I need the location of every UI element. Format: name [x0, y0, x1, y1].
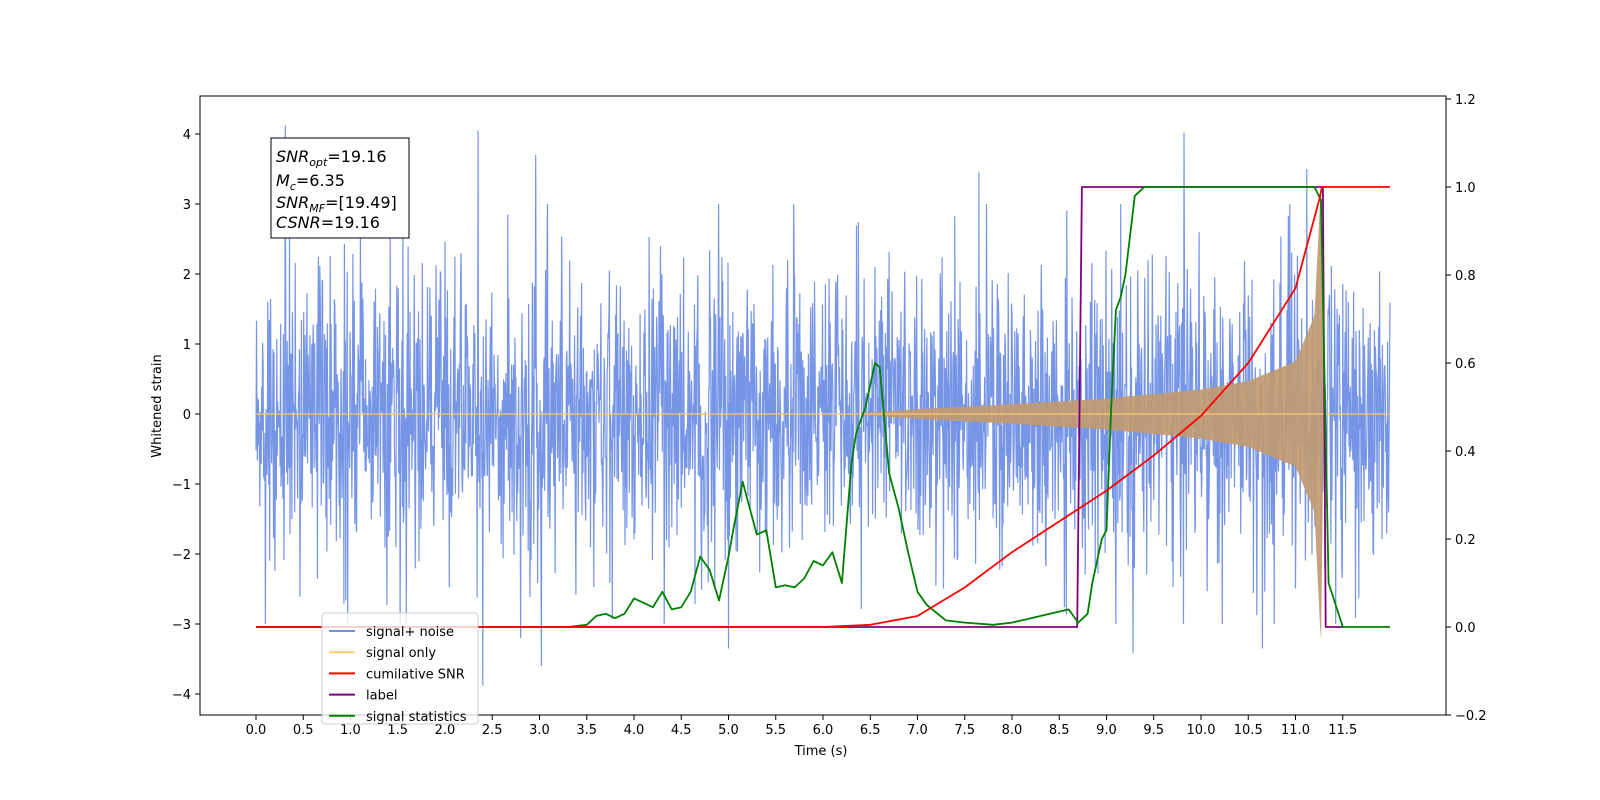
plot-area [255, 125, 1391, 686]
annotation-line-mc: Mc=6.35 [276, 171, 345, 193]
legend-label: signal+ noise [366, 625, 454, 640]
x-tick-label: 1.5 [387, 723, 408, 738]
legend-label: signal only [366, 646, 436, 661]
legend-frame [321, 612, 479, 725]
legend: signal+ noise signal only cumilative SNR la… [321, 612, 479, 725]
legend-label: label [366, 689, 397, 704]
x-axis-label: Time (s) [794, 744, 848, 759]
annotation-base: SNR [276, 193, 309, 212]
annotation-value: =19.16 [321, 213, 380, 232]
annotation-line-snr-mf: SNRMF=[19.49] [276, 193, 397, 215]
y-tick-label: 1 [183, 338, 191, 353]
y2-tick-label: 0.6 [1455, 357, 1476, 372]
y-tick-label: −1 [172, 478, 191, 493]
y-axis-label: Whitened strain [150, 354, 165, 457]
annotation-base: CSNR [276, 213, 321, 232]
y-tick-label: 0 [183, 408, 191, 423]
y2-tick-label: 0.8 [1455, 269, 1476, 284]
annotation-box: SNRopt=19.16 Mc=6.35 SNRMF=[19.49] CSNR=… [270, 137, 410, 239]
y2-tick-label: 1.0 [1455, 181, 1476, 196]
x-tick-label: 5.5 [765, 723, 786, 738]
x-tick-label: 8.5 [1049, 723, 1070, 738]
y2-tick-label: −0.2 [1455, 709, 1487, 724]
y2-tick-label: 0.0 [1455, 621, 1476, 636]
series-signal-plus-noise-line [255, 125, 1391, 686]
annotation-sub: MF [309, 202, 325, 215]
annotation-frame [270, 137, 410, 239]
x-tick-label: 3.0 [529, 723, 550, 738]
x-tick-label: 4.0 [624, 723, 645, 738]
y-tick-label: −2 [172, 548, 191, 563]
y2-tick-label: 1.2 [1455, 93, 1476, 108]
x-tick-label: 9.5 [1143, 723, 1164, 738]
x-tick-label: 4.5 [671, 723, 692, 738]
y-tick-label: 2 [183, 268, 191, 283]
y-tick-label: 4 [183, 128, 191, 143]
y-tick-label: −3 [172, 618, 191, 633]
annotation-base: M [276, 171, 290, 190]
x-tick-label: 2.0 [435, 723, 456, 738]
annotation-line-csnr: CSNR=19.16 [276, 213, 380, 232]
x-tick-label: 3.5 [576, 723, 597, 738]
legend-label: cumilative SNR [366, 667, 465, 682]
x-tick-label: 7.5 [954, 723, 975, 738]
y2-tick-label: 0.4 [1455, 445, 1476, 460]
legend-label: signal statistics [366, 710, 467, 725]
annotation-value: =6.35 [296, 171, 345, 190]
series-signal-statistics-line [256, 186, 1390, 628]
x-tick-label: 10.0 [1187, 723, 1216, 738]
x-tick-label: 5.0 [718, 723, 739, 738]
x-tick-label: 9.0 [1096, 723, 1117, 738]
x-tick-label: 6.0 [813, 723, 834, 738]
x-tick-label: 0.5 [293, 723, 314, 738]
x-tick-label: 11.0 [1281, 723, 1310, 738]
annotation-sub: c [290, 180, 296, 193]
y-tick-label: 3 [183, 198, 191, 213]
annotation-base: SNR [276, 147, 309, 166]
x-tick-label: 2.5 [482, 723, 503, 738]
x-tick-label: 6.5 [860, 723, 881, 738]
y-tick-label: −4 [172, 688, 191, 703]
x-tick-label: 10.5 [1234, 723, 1263, 738]
series-cumulative-snr-line [256, 186, 1390, 628]
annotation-line-snr-opt: SNRopt=19.16 [276, 147, 387, 169]
annotation-sub: opt [309, 156, 328, 169]
annotation-value: =[19.49] [325, 193, 397, 212]
x-tick-label: 8.0 [1002, 723, 1023, 738]
x-tick-label: 1.0 [340, 723, 361, 738]
annotation-value: =19.16 [327, 147, 386, 166]
y2-tick-label: 0.2 [1455, 533, 1476, 548]
x-tick-label: 11.5 [1328, 723, 1357, 738]
x-tick-label: 0.0 [246, 723, 267, 738]
axes: 0.0 0.5 1.0 1.5 2.0 2.5 3.0 3.5 4.0 4.5 5.0 5.5 6.0 6… [172, 93, 1487, 738]
x-tick-label: 7.0 [907, 723, 928, 738]
